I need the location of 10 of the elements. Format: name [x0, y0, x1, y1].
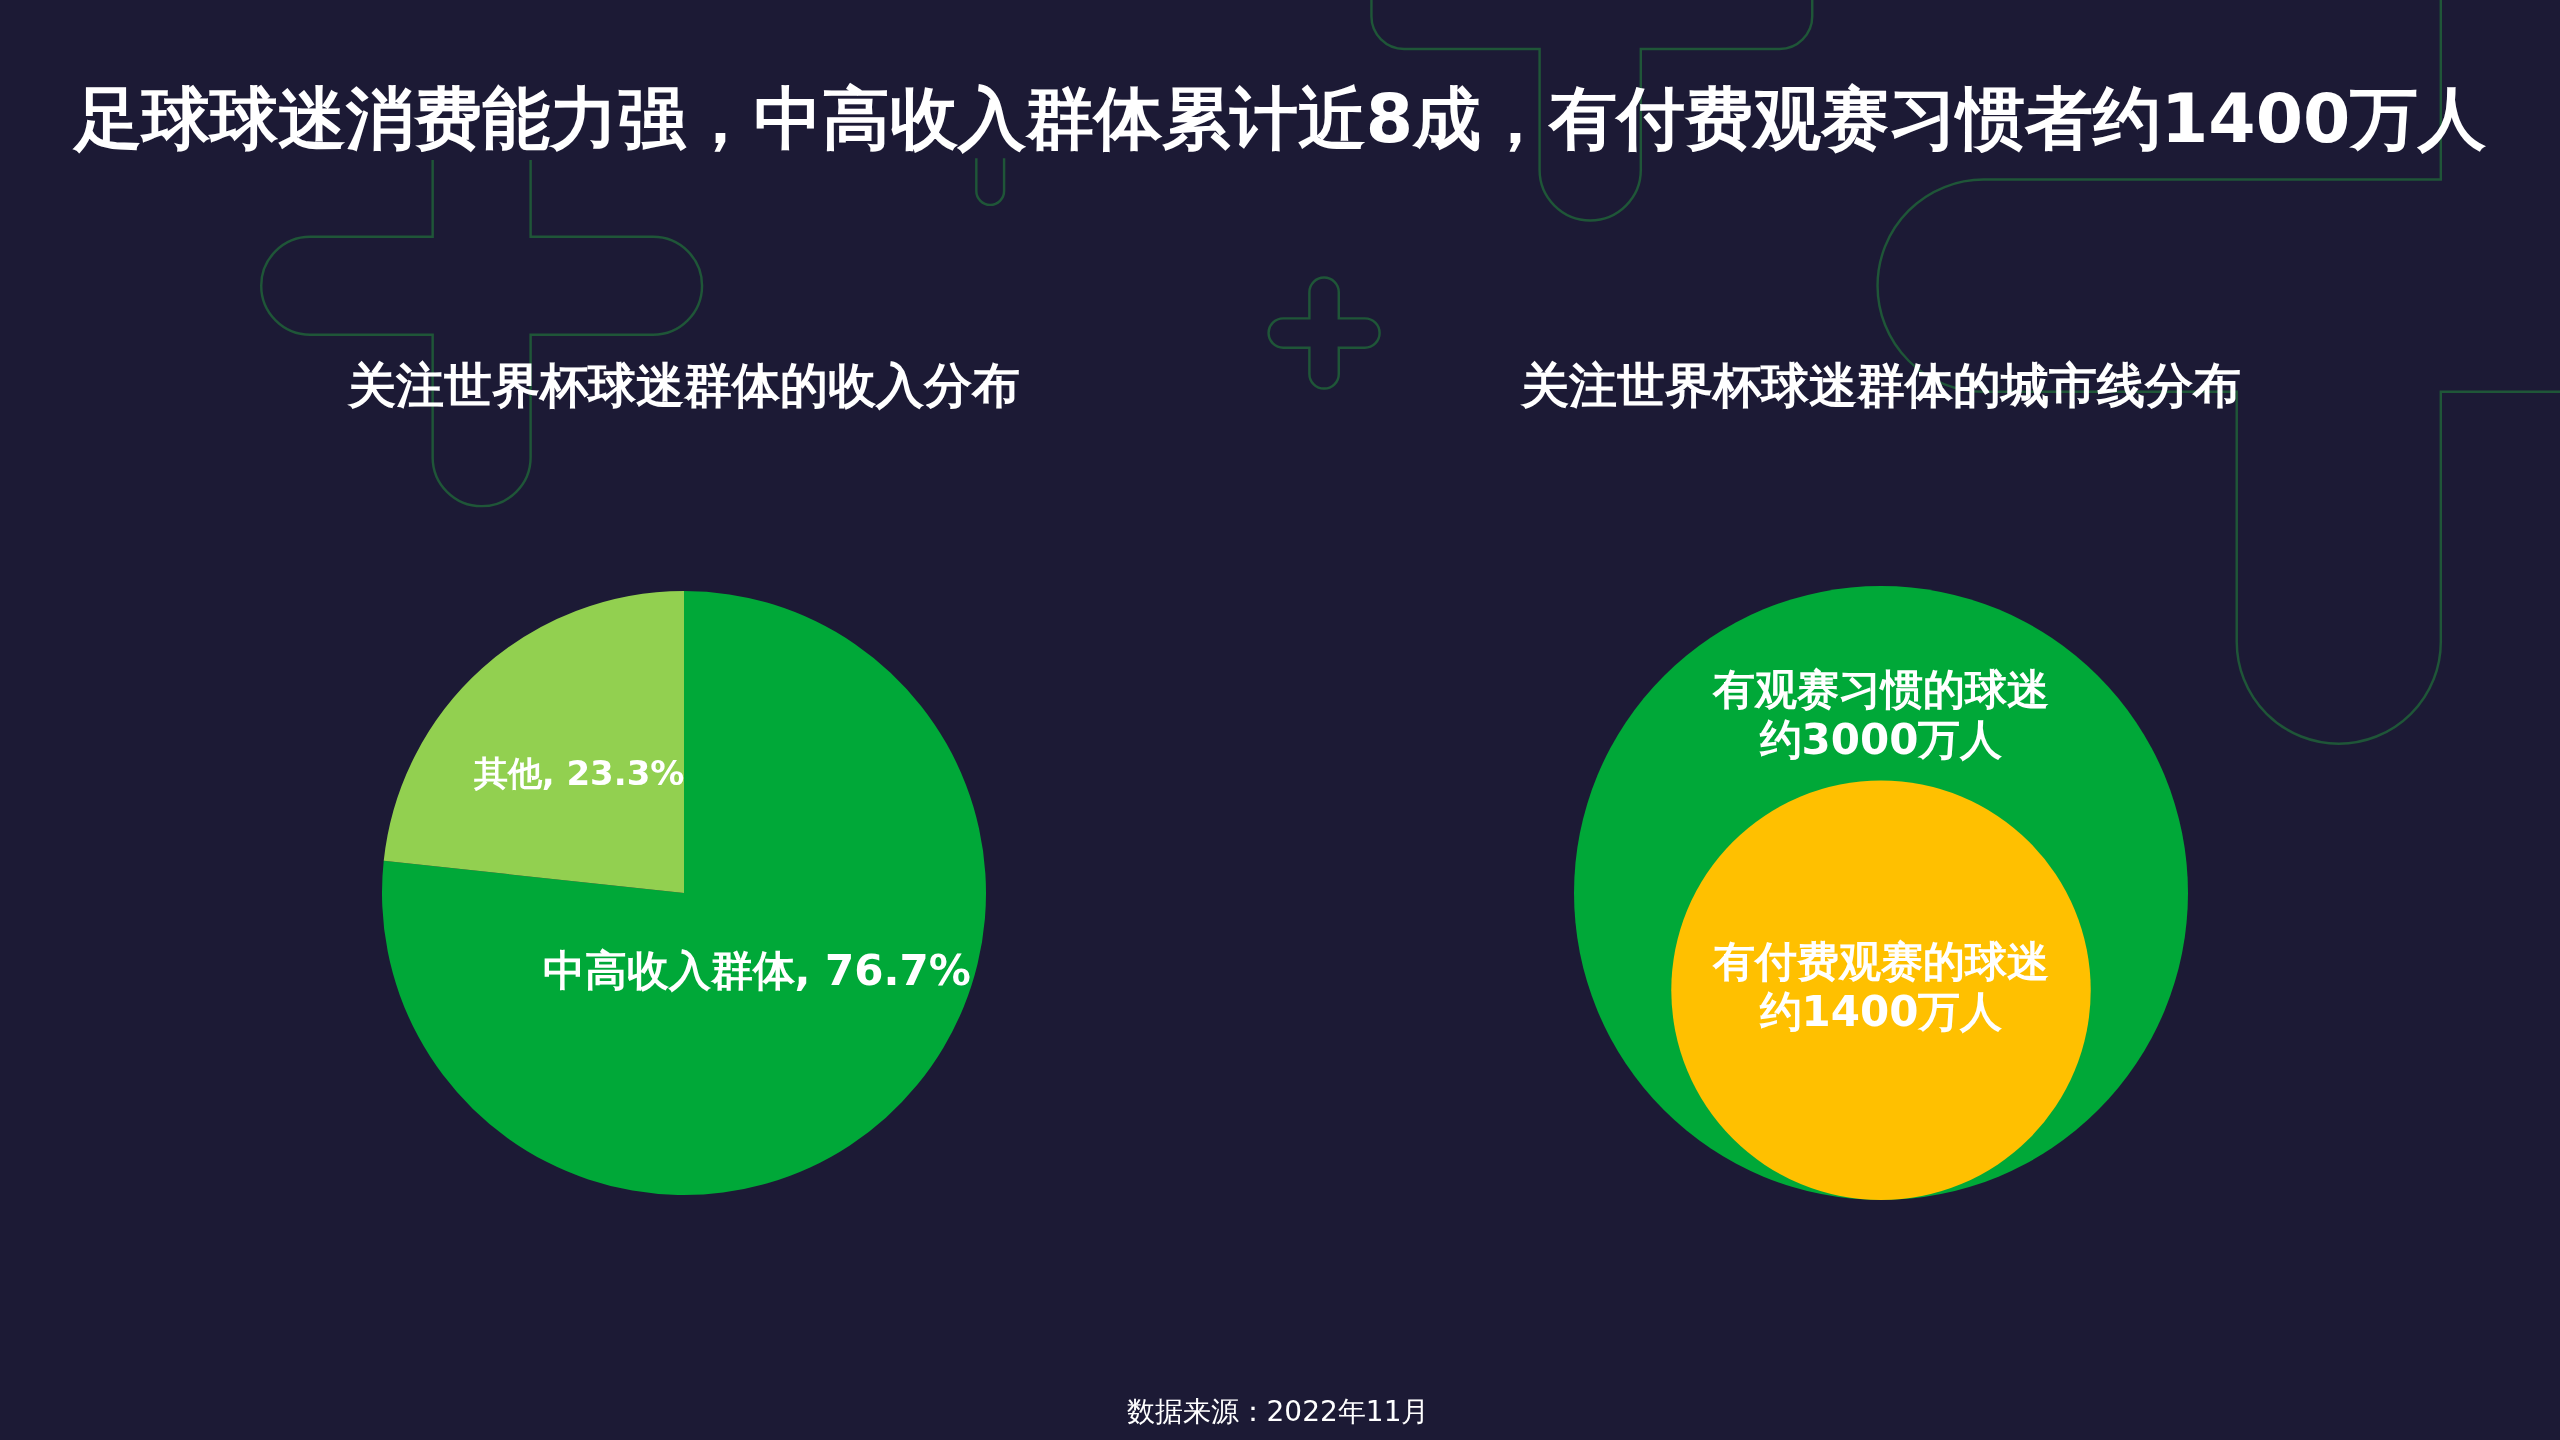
chart-subtitle: 关注世界杯球迷群体的收入分布 — [348, 356, 1020, 415]
data-label: 约1400万人 — [1758, 987, 2003, 1037]
category-label: 有观赛习惯的球迷 — [1712, 665, 2049, 715]
slice-label: 中高收入群体, 76.7% — [542, 945, 971, 995]
category-label: 有付费观赛的球迷 — [1712, 937, 2049, 987]
data-label: 约3000万人 — [1758, 715, 2003, 765]
text: 关注世界杯球迷群体的城市线分布 — [1521, 356, 2241, 415]
source-note: 数据来源：2022年11月 — [1126, 1394, 1430, 1430]
text: 足球球迷消费能力强，中高收入群体累计近8成，有付费观赛习惯者约1400万人 — [72, 78, 2488, 160]
slice-label: 其他, 23.3% — [472, 753, 685, 794]
